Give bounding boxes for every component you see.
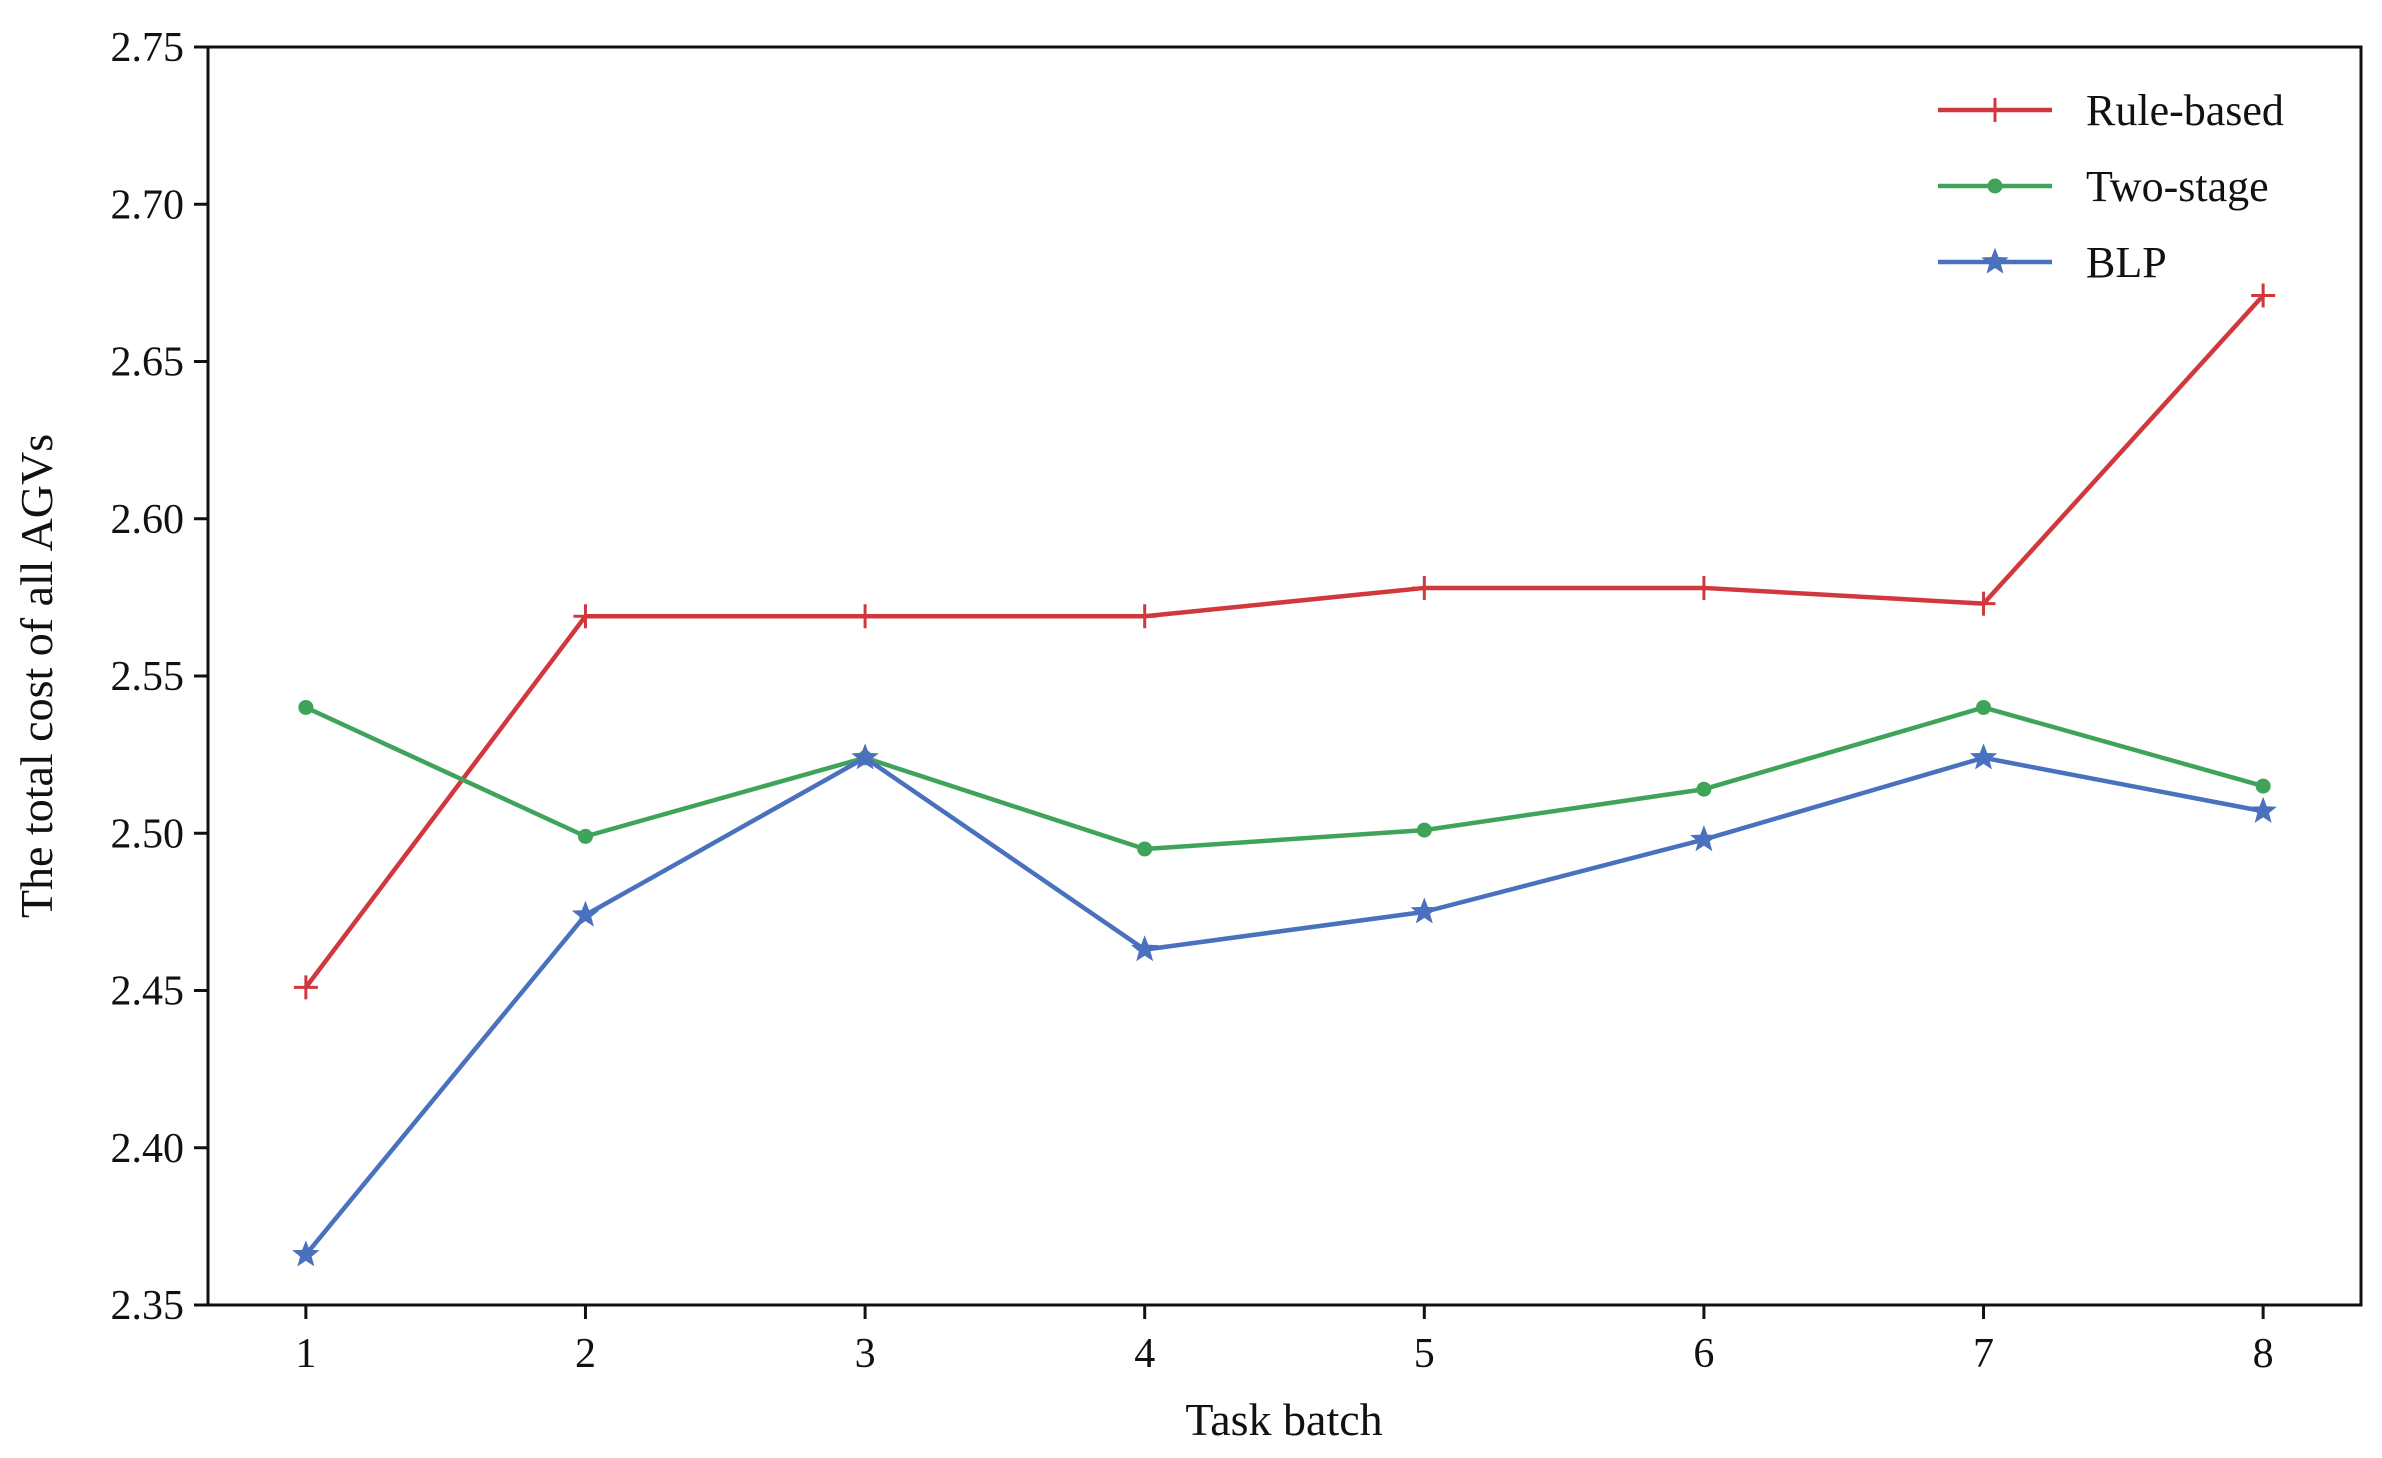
data-point-two-stage xyxy=(2255,778,2271,794)
legend-marker xyxy=(1987,178,2003,194)
data-point-rule-based xyxy=(1691,575,1716,600)
legend: Rule-based Two-stage BLP xyxy=(1938,86,2284,287)
plot-area xyxy=(206,45,2363,1307)
x-axis-label: Task batch xyxy=(1185,1394,1382,1445)
y-axis-label: The total cost of all AGVs xyxy=(11,434,62,918)
data-point-rule-based xyxy=(853,604,878,629)
x-axis-ticks: 1 2 3 4 5 6 7 8 xyxy=(295,1305,2274,1377)
data-point-blp xyxy=(2249,796,2277,823)
x-tick-label: 4 xyxy=(1134,1331,1155,1377)
x-tick-label: 7 xyxy=(1973,1331,1994,1377)
y-tick-label: 2.35 xyxy=(111,1283,185,1329)
data-point-two-stage xyxy=(1976,699,1992,715)
data-point-blp xyxy=(1410,897,1439,924)
series-blp xyxy=(292,743,2277,1267)
data-point-two-stage xyxy=(1137,841,1153,857)
data-point-rule-based xyxy=(573,604,598,629)
y-tick-label: 2.40 xyxy=(111,1126,185,1172)
data-point-rule-based xyxy=(1412,575,1437,600)
data-point-two-stage xyxy=(1416,822,1432,838)
y-tick-label: 2.50 xyxy=(111,811,185,857)
data-point-two-stage xyxy=(298,699,314,715)
legend-item-blp: BLP xyxy=(1938,238,2167,287)
y-tick-label: 2.55 xyxy=(111,654,185,700)
y-tick-label: 2.65 xyxy=(111,340,185,386)
y-tick-label: 2.60 xyxy=(111,497,185,543)
y-tick-label: 2.70 xyxy=(111,182,185,228)
series-two-stage xyxy=(298,699,2271,857)
series-layer xyxy=(292,283,2277,1267)
data-point-blp xyxy=(571,900,600,927)
data-point-blp xyxy=(292,1240,320,1267)
x-tick-label: 5 xyxy=(1414,1331,1435,1377)
x-tick-label: 1 xyxy=(295,1331,316,1377)
data-point-rule-based xyxy=(293,975,318,1000)
x-tick-label: 3 xyxy=(855,1331,876,1377)
series-line-blp xyxy=(303,755,2266,1257)
data-point-two-stage xyxy=(1696,781,1712,797)
x-tick-label: 2 xyxy=(575,1331,596,1377)
legend-label: BLP xyxy=(2086,238,2167,287)
series-rule-based xyxy=(293,283,2276,1000)
data-point-blp xyxy=(1690,825,1718,852)
x-tick-label: 8 xyxy=(2253,1331,2274,1377)
legend-item-two-stage: Two-stage xyxy=(1938,162,2269,211)
series-line-two-stage xyxy=(303,705,2266,852)
y-axis-ticks: 2.35 2.40 2.45 2.50 2.55 2.60 2.65 2.70 2.75 xyxy=(111,25,208,1329)
data-point-rule-based xyxy=(1971,591,1996,616)
data-point-blp xyxy=(1969,743,1998,770)
y-tick-label: 2.75 xyxy=(111,25,185,71)
legend-item-rule-based: Rule-based xyxy=(1938,86,2284,135)
legend-marker xyxy=(1983,98,2007,122)
data-point-blp xyxy=(1130,935,1159,962)
data-point-rule-based xyxy=(1132,604,1157,629)
legend-label: Rule-based xyxy=(2086,86,2284,135)
data-point-blp xyxy=(851,743,879,770)
legend-label: Two-stage xyxy=(2086,162,2269,211)
series-line-rule-based xyxy=(303,293,2266,990)
data-point-two-stage xyxy=(577,828,593,844)
legend-marker xyxy=(1981,247,2009,274)
x-tick-label: 6 xyxy=(1693,1331,1714,1377)
y-tick-label: 2.45 xyxy=(111,969,185,1015)
data-point-rule-based xyxy=(2251,283,2276,308)
